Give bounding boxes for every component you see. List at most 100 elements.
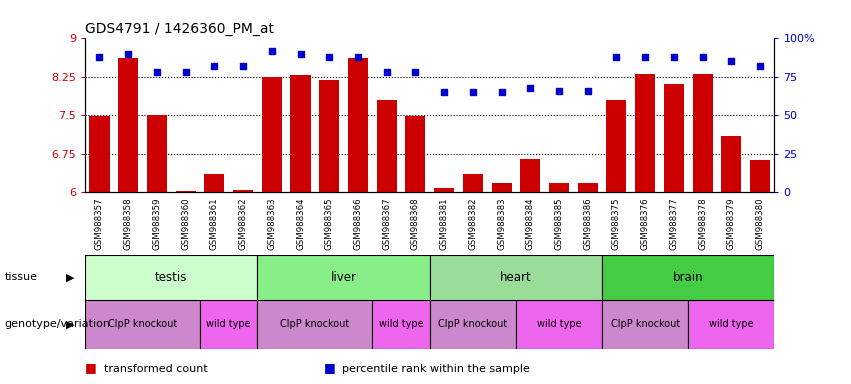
Point [609, 54, 623, 60]
Text: GSM988383: GSM988383 [497, 197, 506, 250]
Text: liver: liver [330, 271, 357, 284]
Bar [516, 300, 603, 349]
Point [581, 88, 595, 94]
Text: ■: ■ [323, 361, 335, 374]
Point [753, 63, 767, 69]
Bar [290, 75, 311, 192]
Bar [750, 160, 770, 192]
Text: ClpP knockout: ClpP knockout [280, 319, 350, 329]
Text: transformed count: transformed count [104, 364, 208, 374]
Text: GSM988384: GSM988384 [526, 197, 534, 250]
Text: genotype/variation: genotype/variation [4, 319, 111, 329]
Text: GSM988366: GSM988366 [353, 197, 363, 250]
Point [408, 69, 422, 75]
Bar [319, 80, 340, 192]
Point [724, 58, 738, 65]
Bar [693, 74, 712, 192]
Text: GSM988385: GSM988385 [555, 197, 563, 250]
Text: GSM988358: GSM988358 [123, 197, 133, 250]
Text: GSM988362: GSM988362 [238, 197, 248, 250]
Text: tissue: tissue [4, 272, 37, 283]
Point [380, 69, 393, 75]
Bar [204, 174, 225, 192]
Text: GSM988382: GSM988382 [468, 197, 477, 250]
Bar [430, 255, 602, 300]
Text: GSM988378: GSM988378 [698, 197, 707, 250]
Text: GSM988376: GSM988376 [641, 197, 649, 250]
Bar [147, 115, 167, 192]
Point [150, 69, 163, 75]
Text: ClpP knockout: ClpP knockout [108, 319, 177, 329]
Point [667, 54, 681, 60]
Point [208, 63, 221, 69]
Bar [118, 58, 138, 192]
Bar [607, 100, 626, 192]
Bar [578, 183, 597, 192]
Text: ClpP knockout: ClpP knockout [438, 319, 507, 329]
Bar [233, 190, 253, 192]
Text: ■: ■ [85, 361, 97, 374]
Text: wild type: wild type [379, 319, 423, 329]
Text: ▶: ▶ [66, 319, 75, 329]
Bar [200, 300, 257, 349]
Text: GSM988357: GSM988357 [95, 197, 104, 250]
Bar [463, 174, 483, 192]
Text: GSM988368: GSM988368 [411, 197, 420, 250]
Text: GSM988364: GSM988364 [296, 197, 305, 250]
Bar [89, 116, 110, 192]
Text: wild type: wild type [207, 319, 251, 329]
Text: GSM988360: GSM988360 [181, 197, 190, 250]
Text: GSM988380: GSM988380 [756, 197, 764, 250]
Text: GSM988386: GSM988386 [583, 197, 592, 250]
Text: GSM988361: GSM988361 [210, 197, 219, 250]
Text: wild type: wild type [709, 319, 754, 329]
Text: heart: heart [500, 271, 532, 284]
Point [437, 89, 451, 95]
Bar [257, 300, 373, 349]
Point [294, 51, 307, 57]
Bar [549, 183, 569, 192]
Bar [492, 183, 511, 192]
Bar [262, 77, 282, 192]
Text: wild type: wild type [537, 319, 581, 329]
Text: ClpP knockout: ClpP knockout [610, 319, 680, 329]
Point [237, 63, 250, 69]
Point [323, 54, 336, 60]
Text: GSM988377: GSM988377 [670, 197, 678, 250]
Bar [257, 255, 430, 300]
Bar [688, 300, 774, 349]
Text: GSM988365: GSM988365 [325, 197, 334, 250]
Bar [373, 300, 430, 349]
Bar [377, 100, 397, 192]
Bar [434, 188, 454, 192]
Bar [430, 300, 516, 349]
Point [552, 88, 566, 94]
Bar [722, 136, 741, 192]
Bar [85, 255, 257, 300]
Bar [520, 159, 540, 192]
Bar [348, 58, 368, 192]
Text: testis: testis [155, 271, 187, 284]
Bar [175, 191, 196, 192]
Text: GSM988363: GSM988363 [267, 197, 277, 250]
Point [696, 54, 710, 60]
Point [523, 84, 537, 91]
Point [93, 54, 106, 60]
Text: GDS4791 / 1426360_PM_at: GDS4791 / 1426360_PM_at [85, 22, 274, 36]
Text: brain: brain [673, 271, 704, 284]
Text: GSM988375: GSM988375 [612, 197, 621, 250]
Bar [635, 74, 655, 192]
Point [494, 89, 508, 95]
Bar [603, 255, 774, 300]
Text: ▶: ▶ [66, 272, 75, 283]
Text: percentile rank within the sample: percentile rank within the sample [342, 364, 530, 374]
Text: GSM988367: GSM988367 [382, 197, 391, 250]
Bar [405, 116, 426, 192]
Point [351, 54, 365, 60]
Point [122, 51, 135, 57]
Text: GSM988381: GSM988381 [440, 197, 448, 250]
Point [179, 69, 192, 75]
Text: GSM988379: GSM988379 [727, 197, 736, 250]
Bar [85, 300, 200, 349]
Point [265, 48, 278, 54]
